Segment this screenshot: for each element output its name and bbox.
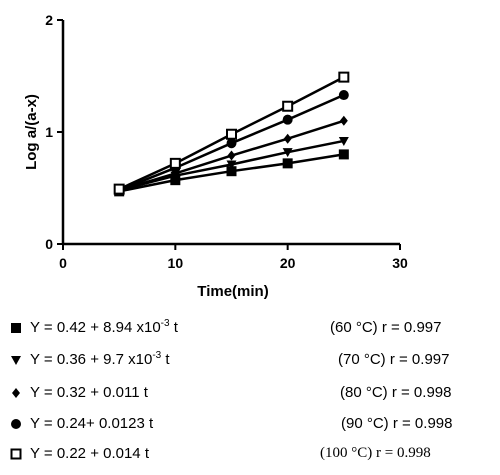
legend-item: Y = 0.42 + 8.94 x10-3 t (60 °C) r = 0.99… <box>8 318 498 340</box>
legend-equation: Y = 0.36 + 9.7 x10-3 t <box>30 350 170 369</box>
legend-equation: Y = 0.32 + 0.011 t <box>30 384 148 401</box>
data-point-triangle <box>11 356 21 365</box>
x-tick-label: 10 <box>168 255 184 271</box>
data-point-circle <box>338 90 349 101</box>
legend-condition: (90 °C) r = 0.998 <box>341 415 453 432</box>
data-point-circle <box>226 138 237 149</box>
data-point-square-filled <box>282 158 293 169</box>
legend-marker-icon <box>11 323 21 333</box>
data-point-square-filled <box>226 166 237 177</box>
x-tick-label: 20 <box>280 255 296 271</box>
data-point-triangle <box>282 148 293 158</box>
data-point-diamond <box>12 388 20 398</box>
legend-item: Y = 0.24+ 0.0123 t (90 °C) r = 0.998 <box>8 414 498 436</box>
data-point-square-filled <box>11 323 21 333</box>
data-point-square-open <box>169 157 181 169</box>
y-tick-label: 2 <box>45 12 53 28</box>
legend-equation: Y = 0.22 + 0.014 t <box>30 445 149 462</box>
data-point-triangle <box>338 136 349 146</box>
x-tick-label: 0 <box>59 255 67 271</box>
legend-marker-icon <box>11 356 21 365</box>
data-point-circle <box>11 419 21 429</box>
x-tick-label: 30 <box>392 255 408 271</box>
legend-equation: Y = 0.24+ 0.0123 t <box>30 415 154 432</box>
x-axis-label: Time(min) <box>197 283 268 300</box>
data-point-square-filled <box>338 149 349 160</box>
data-point-square-open <box>282 100 294 112</box>
legend-item: Y = 0.36 + 9.7 x10-3 t (70 °C) r = 0.997 <box>8 350 498 372</box>
legend-marker-icon <box>12 388 20 398</box>
legend-item: Y = 0.32 + 0.011 t (80 °C) r = 0.998 <box>8 383 498 405</box>
data-point-diamond <box>339 115 348 126</box>
data-point-diamond <box>283 133 292 144</box>
data-point-square-open <box>338 71 350 83</box>
legend-equation: Y = 0.42 + 8.94 x10-3 t <box>30 318 178 337</box>
y-tick-label: 1 <box>45 124 53 140</box>
data-point-square-open <box>226 128 237 140</box>
legend-item: Y = 0.22 + 0.014 t (100 °C) r = 0.998 <box>8 444 498 466</box>
data-point-square-open <box>10 448 22 460</box>
data-point-circle <box>282 114 293 125</box>
legend-marker-icon <box>10 448 22 460</box>
legend-condition: (100 °C) r = 0.998 <box>320 445 431 461</box>
data-point-triangle <box>226 160 237 170</box>
legend-condition: (60 °C) r = 0.997 <box>330 319 442 336</box>
data-point-square-open <box>113 183 125 195</box>
legend-condition: (70 °C) r = 0.997 <box>338 351 450 368</box>
legend-marker-icon <box>11 419 21 429</box>
legend-condition: (80 °C) r = 0.998 <box>340 384 452 401</box>
chart-axes: 0 10 20 30 0 1 2 <box>45 12 408 271</box>
data-point-diamond <box>227 150 236 161</box>
y-axis-label: Log a/(a-x) <box>23 94 40 170</box>
y-tick-label: 0 <box>45 236 53 252</box>
chart-series <box>113 71 350 197</box>
